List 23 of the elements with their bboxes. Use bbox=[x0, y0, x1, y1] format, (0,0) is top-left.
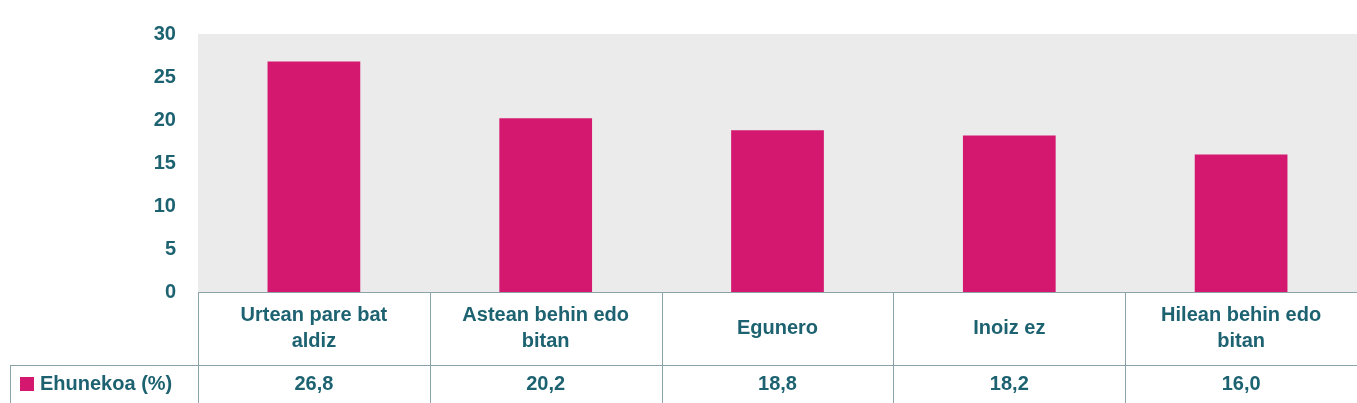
y-tick-label: 10 bbox=[153, 193, 176, 216]
data-label: 18,2 bbox=[989, 371, 1029, 394]
data-label: 20,2 bbox=[526, 371, 566, 394]
x-tick-label: Hilean behin edo bitan bbox=[1161, 303, 1322, 352]
y-tick-label: 25 bbox=[153, 64, 176, 87]
y-tick-label: 20 bbox=[153, 107, 176, 130]
x-tick-label: Astean behin edo bitan bbox=[462, 303, 630, 352]
bar bbox=[962, 135, 1056, 292]
x-tick-label: Inoiz ez bbox=[973, 316, 1046, 339]
bar bbox=[731, 130, 824, 292]
y-tick-label: 0 bbox=[164, 279, 176, 302]
data-label: 26,8 bbox=[294, 371, 334, 394]
y-tick-label: 15 bbox=[153, 150, 176, 173]
y-tick-label: 30 bbox=[153, 21, 176, 44]
data-label: 18,8 bbox=[758, 371, 797, 394]
bar bbox=[1194, 154, 1288, 292]
legend-label: Ehunekoa (%) bbox=[40, 371, 173, 394]
bar bbox=[499, 118, 593, 292]
x-tick-label: Urtean pare bat aldiz bbox=[240, 303, 388, 352]
y-tick-label: 5 bbox=[164, 236, 176, 259]
x-tick-label: Egunero bbox=[736, 316, 819, 339]
bar bbox=[267, 61, 361, 292]
data-label: 16,0 bbox=[1221, 371, 1261, 394]
